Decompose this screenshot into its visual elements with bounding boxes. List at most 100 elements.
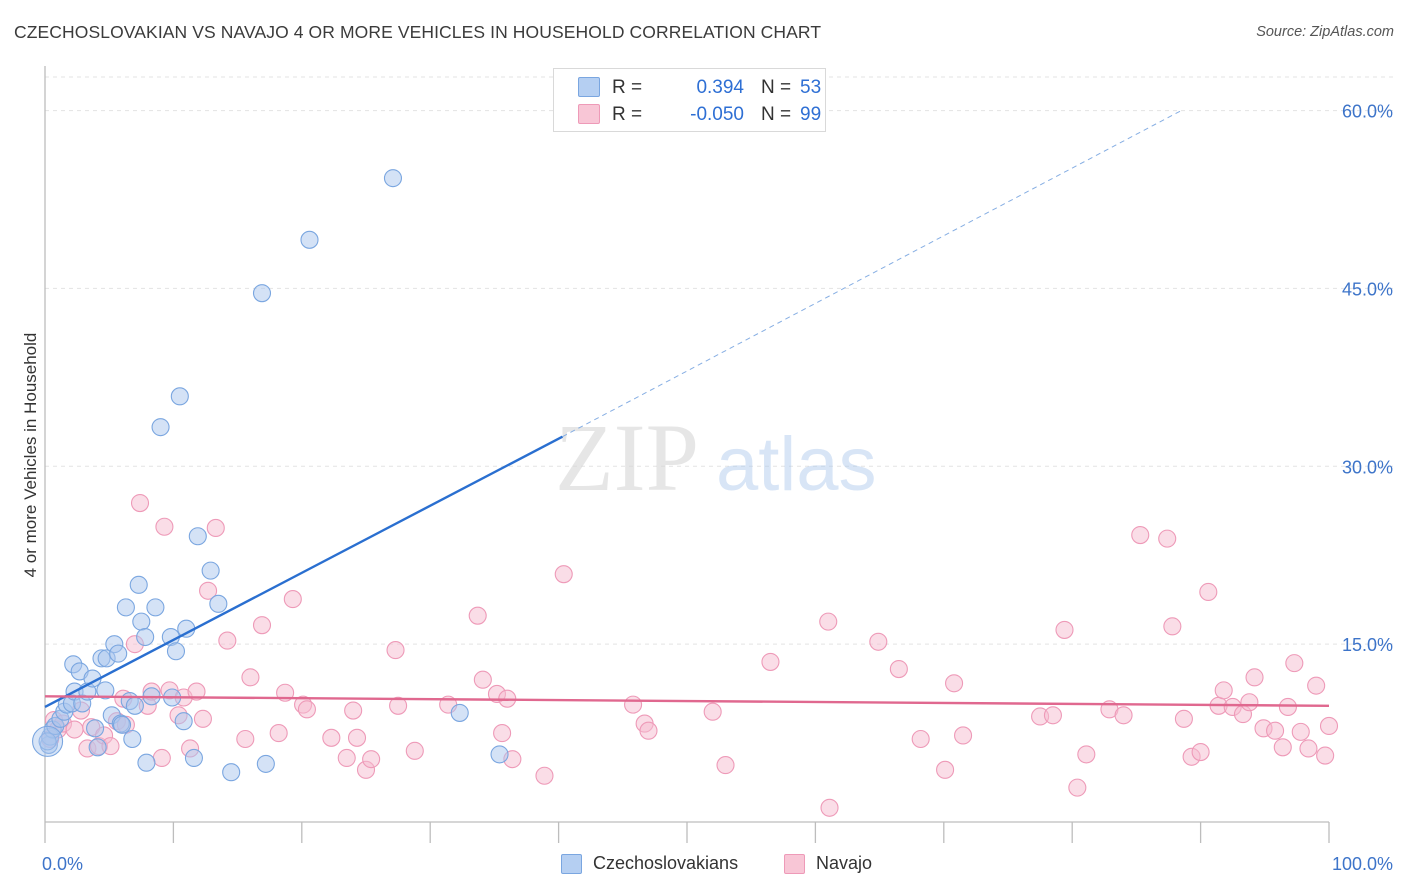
data-point — [193, 709, 212, 728]
legend-label: Czechoslovakians — [593, 853, 739, 873]
czech-points — [32, 169, 509, 782]
watermark-atlas: atlas — [716, 422, 877, 507]
data-point — [468, 606, 487, 625]
czech-swatch — [578, 77, 600, 97]
data-point — [347, 728, 367, 747]
data-point-cluster — [32, 725, 64, 757]
data-point — [535, 766, 554, 785]
data-point — [473, 670, 492, 689]
data-point — [1273, 738, 1292, 757]
data-point — [96, 681, 115, 700]
navajo-swatch — [578, 104, 600, 124]
x-tick-label: 100.0% — [1332, 854, 1393, 874]
data-point — [819, 612, 838, 631]
data-point — [252, 616, 272, 635]
data-point — [869, 632, 888, 651]
data-point — [174, 712, 193, 731]
n-label: N = — [761, 77, 792, 98]
data-point — [109, 644, 128, 663]
data-point — [137, 753, 156, 772]
data-point — [155, 517, 174, 536]
data-point — [820, 798, 839, 817]
data-point — [256, 754, 275, 773]
data-point — [65, 720, 84, 739]
data-point — [389, 696, 408, 715]
data-point — [218, 631, 237, 650]
chart-title: CZECHOSLOVAKIAN VS NAVAJO 4 OR MORE VEHI… — [14, 22, 822, 42]
data-point — [177, 619, 196, 638]
czech-legend-swatch — [561, 854, 582, 874]
source-credit: Source: ZipAtlas.com — [1256, 24, 1394, 40]
data-point — [639, 721, 658, 740]
data-point — [1114, 706, 1133, 725]
data-point — [86, 719, 105, 738]
data-point — [1163, 617, 1182, 636]
r-label: R = — [612, 77, 643, 98]
data-point — [554, 565, 573, 584]
data-point — [1055, 620, 1074, 639]
data-point — [889, 659, 908, 679]
data-point — [269, 724, 288, 743]
navajo-legend-swatch — [784, 854, 805, 874]
data-point — [209, 594, 228, 613]
data-point — [188, 527, 207, 546]
data-point — [1191, 742, 1210, 762]
czech-trend-extension — [562, 110, 1182, 438]
data-point — [241, 668, 260, 687]
data-point — [405, 741, 424, 760]
r-value: -0.050 — [690, 104, 744, 125]
data-point — [184, 748, 203, 768]
y-tick-label: 15.0% — [1342, 635, 1393, 655]
data-point — [199, 581, 218, 600]
data-point — [1199, 582, 1218, 602]
data-point — [116, 598, 135, 617]
data-point — [945, 674, 964, 693]
data-point — [1307, 676, 1326, 695]
data-point — [283, 590, 302, 609]
data-point — [1174, 709, 1193, 728]
data-point — [151, 418, 170, 437]
data-point — [911, 729, 930, 749]
data-point — [1319, 716, 1339, 736]
data-point — [300, 230, 319, 249]
data-point — [112, 715, 132, 734]
data-point — [1285, 654, 1304, 673]
data-point — [129, 575, 148, 594]
tick-labels: 15.0% 30.0% 45.0% 60.0% 0.0% 100.0% — [42, 102, 1393, 874]
data-point — [450, 703, 469, 722]
data-point — [936, 760, 955, 779]
y-tick-label: 60.0% — [1342, 102, 1393, 122]
y-tick-label: 45.0% — [1342, 279, 1393, 299]
watermark: ZIP atlas — [555, 404, 877, 511]
data-point — [236, 729, 255, 749]
trend-lines — [44, 110, 1330, 709]
data-point — [716, 756, 735, 775]
data-point — [1077, 745, 1096, 764]
n-value: 53 — [800, 77, 822, 98]
navajo-trend-line — [44, 695, 1330, 707]
data-point — [383, 169, 403, 188]
data-point — [1158, 529, 1177, 548]
data-point — [152, 748, 171, 768]
data-point — [1299, 739, 1318, 758]
data-point — [201, 561, 220, 580]
data-point — [252, 284, 272, 303]
data-point — [1316, 746, 1335, 765]
data-point — [386, 641, 405, 660]
data-point — [123, 729, 142, 749]
data-point — [1278, 697, 1297, 717]
data-point — [1240, 693, 1259, 712]
stats-legend: R = 0.394 N = 53 R = -0.050 N = 99 — [553, 68, 826, 132]
r-value: 0.394 — [696, 77, 744, 98]
data-point — [490, 745, 509, 764]
data-point — [761, 652, 780, 671]
watermark-zip: ZIP — [555, 404, 699, 511]
data-point — [1214, 681, 1233, 700]
data-point — [1131, 526, 1150, 545]
czech-trend-line — [44, 435, 564, 709]
data-point — [1266, 721, 1285, 740]
data-point — [146, 598, 165, 617]
n-label: N = — [761, 104, 792, 125]
r-label: R = — [612, 104, 643, 125]
